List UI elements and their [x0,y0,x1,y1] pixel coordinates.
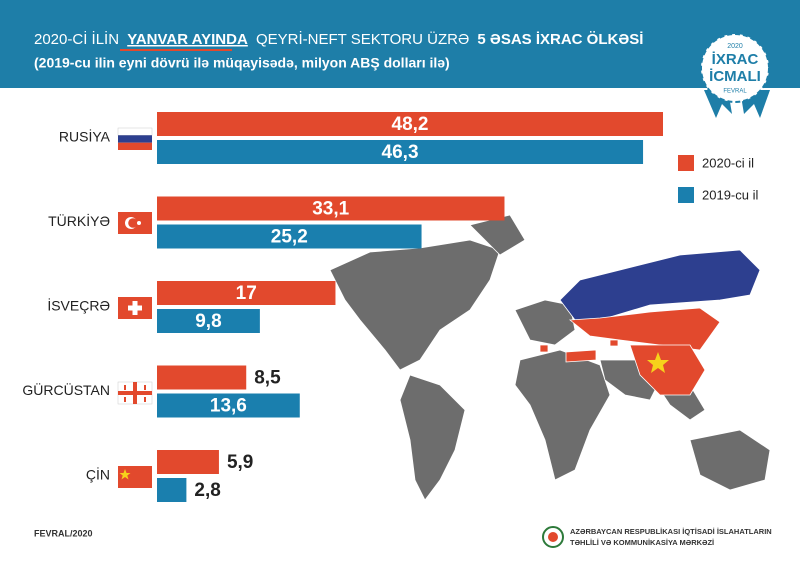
flag-turkey [118,212,152,234]
bar [157,450,219,474]
chart-title: 2020-Cİ İLİN YANVAR AYINDA QEYRİ-NEFT SE… [34,30,643,48]
category-label: İSVEÇRƏ [47,297,110,314]
value-label: 13,6 [210,396,247,417]
value-label: 9,8 [195,311,221,332]
bar [157,478,187,502]
header-band [0,0,800,88]
badge-year: 2020 [727,43,743,50]
bar [157,196,505,221]
category-label: RUSİYA [59,128,111,145]
flags [117,127,153,488]
category-label: TÜRKİYƏ [48,212,110,229]
legend-swatch [678,155,694,171]
bar [157,281,336,305]
legend-label: 2020-ci il [702,155,754,170]
value-label: 48,2 [392,114,429,135]
title-highlight: YANVAR AYINDA [127,31,248,48]
value-label: 46,3 [382,142,419,163]
legend-label: 2019-cu il [702,187,758,202]
category-label: ÇİN [86,466,110,483]
title-part: 2020-Cİ İLİN [34,30,119,48]
badge-text: İCMALI [709,68,761,85]
title-part: 5 ƏSAS İXRAC ÖLKƏSİ [477,31,643,48]
world-map [329,214,771,501]
badge-month: FEVRAL [723,89,747,95]
value-label: 25,2 [271,227,308,248]
badge-text: İXRAC [712,51,759,68]
badge: 2020 İXRAC İCMALI FEVRAL [700,33,770,118]
legend-swatch [678,187,694,203]
title-part: QEYRİ-NEFT SEKTORU ÜZRƏ [256,30,469,48]
value-label: 8,5 [254,368,281,389]
chart-subtitle: (2019-cu ilin eyni dövrü ilə müqayisədə,… [34,55,450,71]
category-label: GÜRCÜSTAN [22,381,110,398]
org-emblem [542,526,564,548]
value-label: 5,9 [227,452,253,473]
flag-china [118,466,152,488]
footer-org: AZƏRBAYCAN RESPUBLİKASI İQTİSADİ İSLAHAT… [570,527,772,536]
bar [157,140,644,164]
bar [157,224,422,249]
footer-org: TƏHLİLİ VƏ KOMMUNİKASİYA MƏRKƏZİ [570,538,714,547]
bar [157,112,663,136]
bar [157,309,260,333]
value-label: 17 [236,283,257,304]
value-label: 2,8 [194,480,220,501]
flag-switzerland [118,297,152,319]
bar [157,393,300,418]
bar [157,365,247,390]
value-label: 33,1 [312,199,349,220]
flag-georgia [117,381,153,405]
flag-russia [117,127,153,150]
footer-date: FEVRAL/2020 [34,528,93,538]
